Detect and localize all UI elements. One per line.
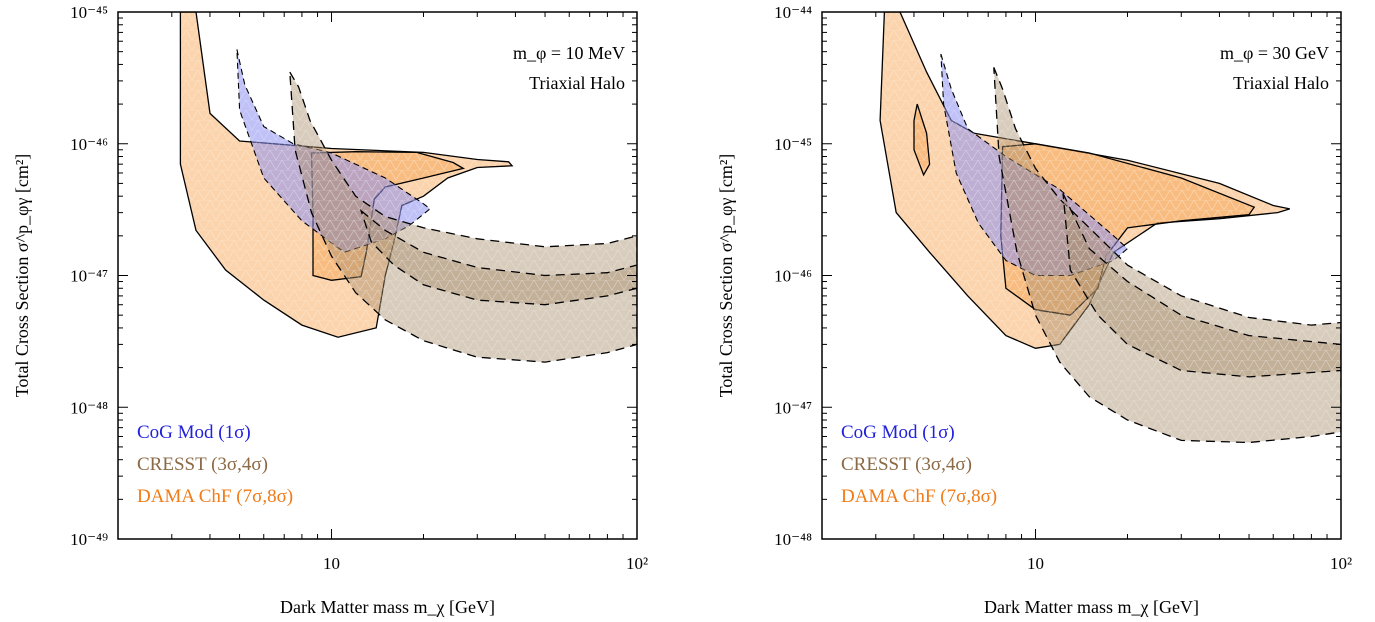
y-tick-label: 10⁻⁴⁵ — [774, 135, 812, 154]
left-panel: 10 10² 10⁻⁴⁵ 10⁻⁴⁶ 10⁻⁴⁷ 10⁻⁴⁸ 10⁻⁴⁹ Dark Matte… — [12, 3, 648, 617]
y-tick-label: 10⁻⁴⁹ — [70, 530, 108, 549]
contour-line-cog-1σ — [940, 53, 1129, 277]
legend-entry: CRESST (3σ,4σ) — [841, 454, 972, 475]
x-tick-label: 10 — [323, 554, 340, 573]
y-tick-label: 10⁻⁴⁷ — [70, 267, 108, 286]
y-axis-label: Total Cross Section σ^p_φγ [cm²] — [12, 154, 32, 398]
annotation-line: Triaxial Halo — [1233, 73, 1329, 93]
legend-entry: DAMA ChF (7σ,8σ) — [841, 486, 997, 507]
y-tick-label: 10⁻⁴⁸ — [70, 398, 108, 417]
contour-line-cresst-3σ — [359, 208, 637, 306]
contour-line-dama-7σ-island — [913, 103, 931, 177]
legend-entry: DAMA ChF (7σ,8σ) — [137, 486, 293, 507]
y-tick-label: 10⁻⁴⁴ — [774, 3, 812, 22]
x-axis-label: Dark Matter mass m_χ [GeV] — [280, 597, 495, 617]
contour-line-cog-1σ — [236, 49, 431, 253]
y-tick-label: 10⁻⁴⁸ — [774, 530, 812, 549]
right-panel: 10 10² 10⁻⁴⁴ 10⁻⁴⁵ 10⁻⁴⁶ 10⁻⁴⁷ 10⁻⁴⁸ Dark Matte… — [716, 3, 1352, 617]
legend-entry: CRESST (3σ,4σ) — [137, 454, 268, 475]
y-axis-label: Total Cross Section σ^p_φγ [cm²] — [716, 154, 736, 398]
y-tick-label: 10⁻⁴⁷ — [774, 398, 812, 417]
y-tick-label: 10⁻⁴⁵ — [70, 3, 108, 22]
annotation-line: Triaxial Halo — [529, 73, 625, 93]
x-tick-label: 10² — [1330, 554, 1352, 573]
annotation-line: m_φ = 30 GeV — [1220, 43, 1329, 63]
plot-area — [879, 12, 1341, 444]
contour-line-dama-7σ — [1000, 143, 1256, 316]
contour-hatch-cresst-3σ — [1063, 193, 1341, 377]
legend-entry: CoG Mod (1σ) — [137, 422, 251, 443]
annotation-line: m_φ = 10 MeV — [513, 43, 625, 63]
x-axis-label: Dark Matter mass m_χ [GeV] — [984, 597, 1199, 617]
contour-hatch-cresst-3σ — [361, 210, 637, 305]
contour-hatch-cresst-4σ — [993, 67, 1341, 443]
legend-entry: CoG Mod (1σ) — [841, 422, 955, 443]
y-tick-label: 10⁻⁴⁶ — [774, 267, 812, 286]
contour-hatch-dama-7σ-island — [914, 104, 930, 175]
x-tick-label: 10 — [1027, 554, 1044, 573]
x-tick-label: 10² — [626, 554, 648, 573]
plot-area — [179, 12, 637, 363]
y-tick-label: 10⁻⁴⁶ — [70, 135, 108, 154]
contour-line-cresst-3σ — [1062, 193, 1341, 378]
